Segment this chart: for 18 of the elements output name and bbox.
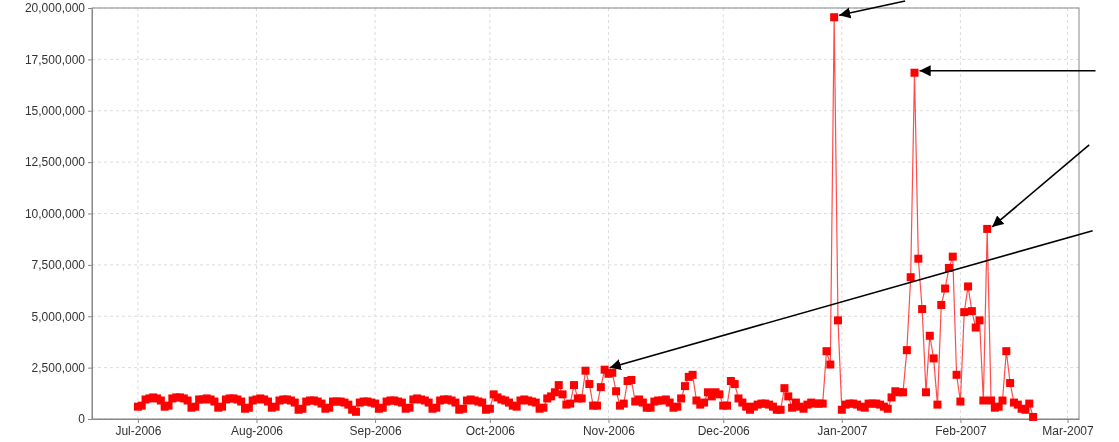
y-tick-label: 0 bbox=[78, 412, 86, 427]
y-tick-label: 5,000,000 bbox=[31, 309, 86, 324]
x-tick-label: Feb-2007 bbox=[935, 423, 987, 438]
y-tick-label: 10,000,000 bbox=[24, 206, 86, 221]
y-tick-label: 2,500,000 bbox=[31, 360, 86, 375]
x-tick-label: Sep-2006 bbox=[349, 423, 402, 438]
x-tick-label: Oct-2006 bbox=[465, 423, 516, 438]
y-tick-label: 17,500,000 bbox=[24, 52, 86, 67]
x-tick-label: Jan-2007 bbox=[817, 423, 868, 438]
x-tick-label: Nov-2006 bbox=[582, 423, 636, 438]
y-tick-label: 12,500,000 bbox=[24, 155, 86, 170]
y-tick-label: 15,000,000 bbox=[24, 104, 86, 119]
x-tick-label: Dec-2006 bbox=[697, 423, 751, 438]
x-tick-label: Jul-2006 bbox=[115, 423, 162, 438]
y-tick-label: 7,500,000 bbox=[31, 258, 86, 273]
x-tick-label: Mar-2007 bbox=[1042, 423, 1095, 438]
y-tick-label: 20,000,000 bbox=[24, 1, 86, 16]
x-tick-label: Aug-2006 bbox=[230, 423, 284, 438]
